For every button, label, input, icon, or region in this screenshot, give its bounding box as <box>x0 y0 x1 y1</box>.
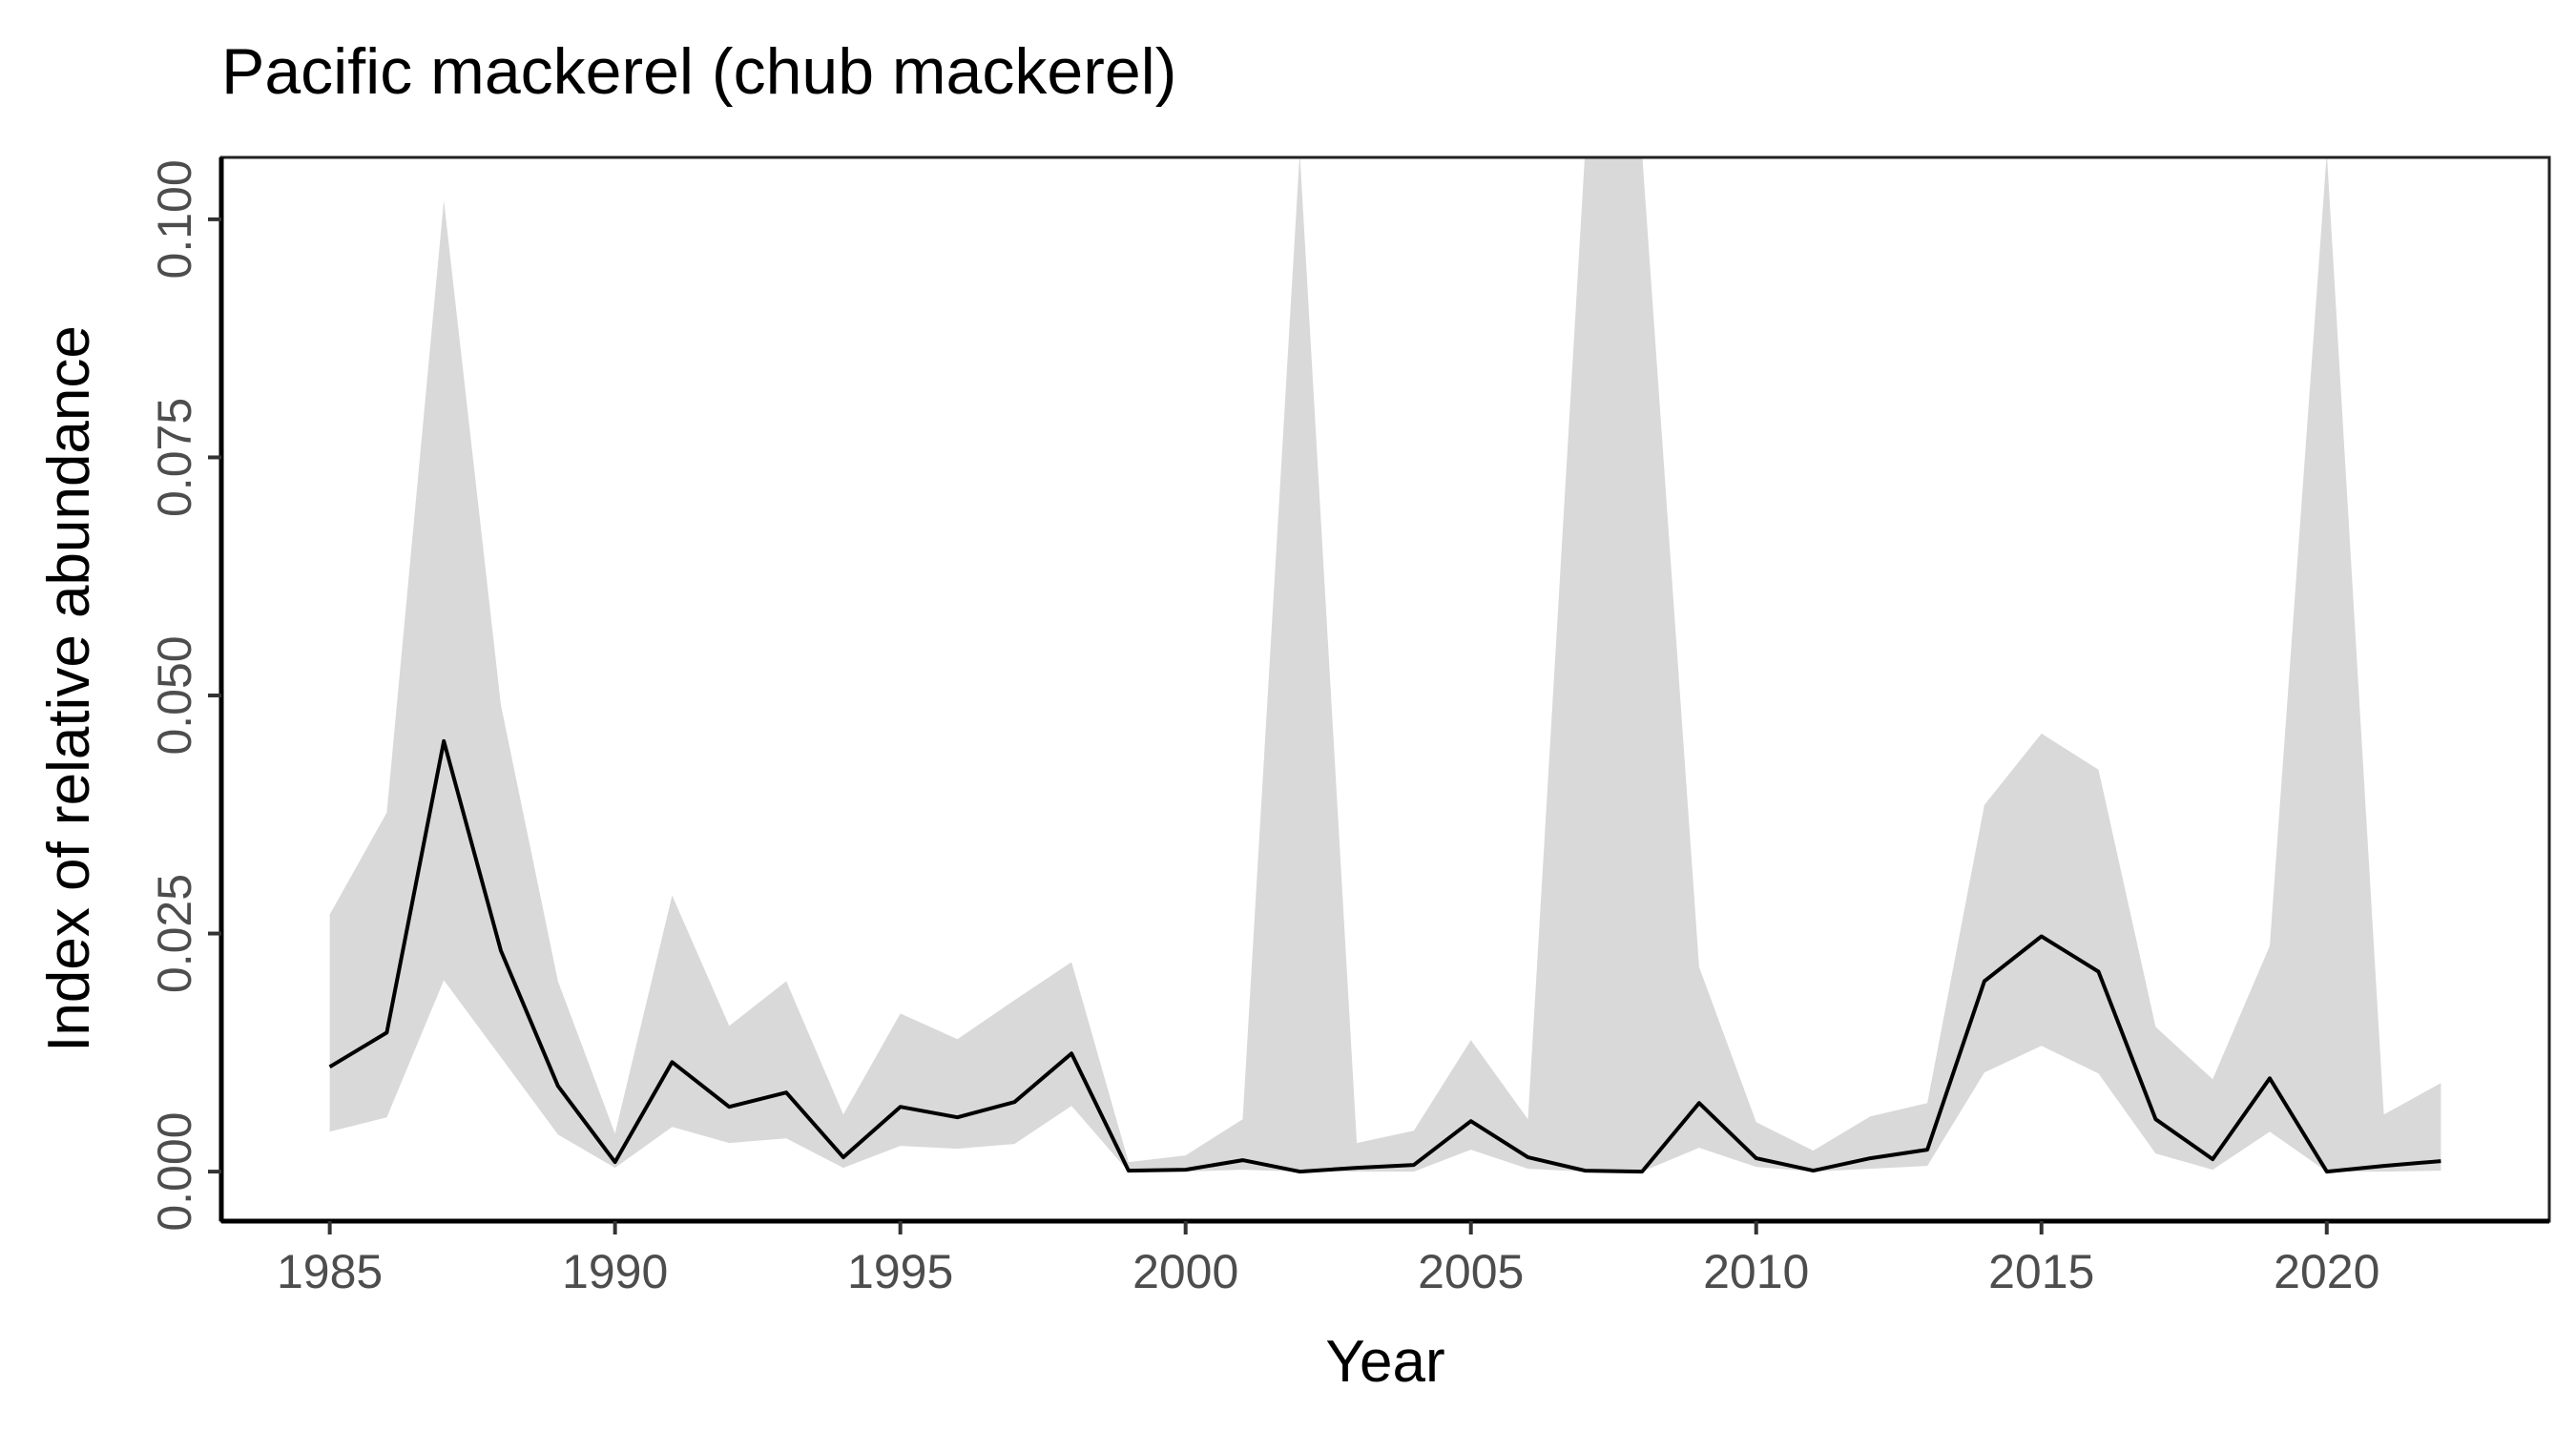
abundance-line <box>328 738 2441 1174</box>
y-tick-label: 0.100 <box>148 159 201 279</box>
x-tick-label: 2000 <box>1132 1245 1238 1298</box>
x-tick-label: 2020 <box>2274 1245 2379 1298</box>
x-tick-label: 2005 <box>1418 1245 1524 1298</box>
x-tick-label: 1990 <box>562 1245 668 1298</box>
x-tick-label: 2010 <box>1703 1245 1809 1298</box>
x-tick-label: 2015 <box>1988 1245 2094 1298</box>
y-tick-label: 0.000 <box>148 1112 201 1232</box>
x-tick-label: 1995 <box>847 1245 953 1298</box>
y-tick-label: 0.050 <box>148 635 201 755</box>
confidence-ribbon <box>329 157 2441 1172</box>
chart-title: Pacific mackerel (chub mackerel) <box>221 35 1176 108</box>
x-tick-label: 1985 <box>277 1245 383 1298</box>
plot-area <box>328 157 2441 1174</box>
x-axis-ticks: 1985 1990 1995 2000 2005 2010 2015 2020 <box>277 1221 2379 1298</box>
y-tick-label: 0.025 <box>148 874 201 993</box>
y-axis-ticks: 0.000 0.025 0.050 0.075 0.100 <box>148 159 221 1232</box>
x-axis-title: Year <box>1325 1329 1444 1395</box>
y-axis-title: Index of relative abundance <box>36 325 102 1052</box>
y-tick-label: 0.075 <box>148 398 201 517</box>
